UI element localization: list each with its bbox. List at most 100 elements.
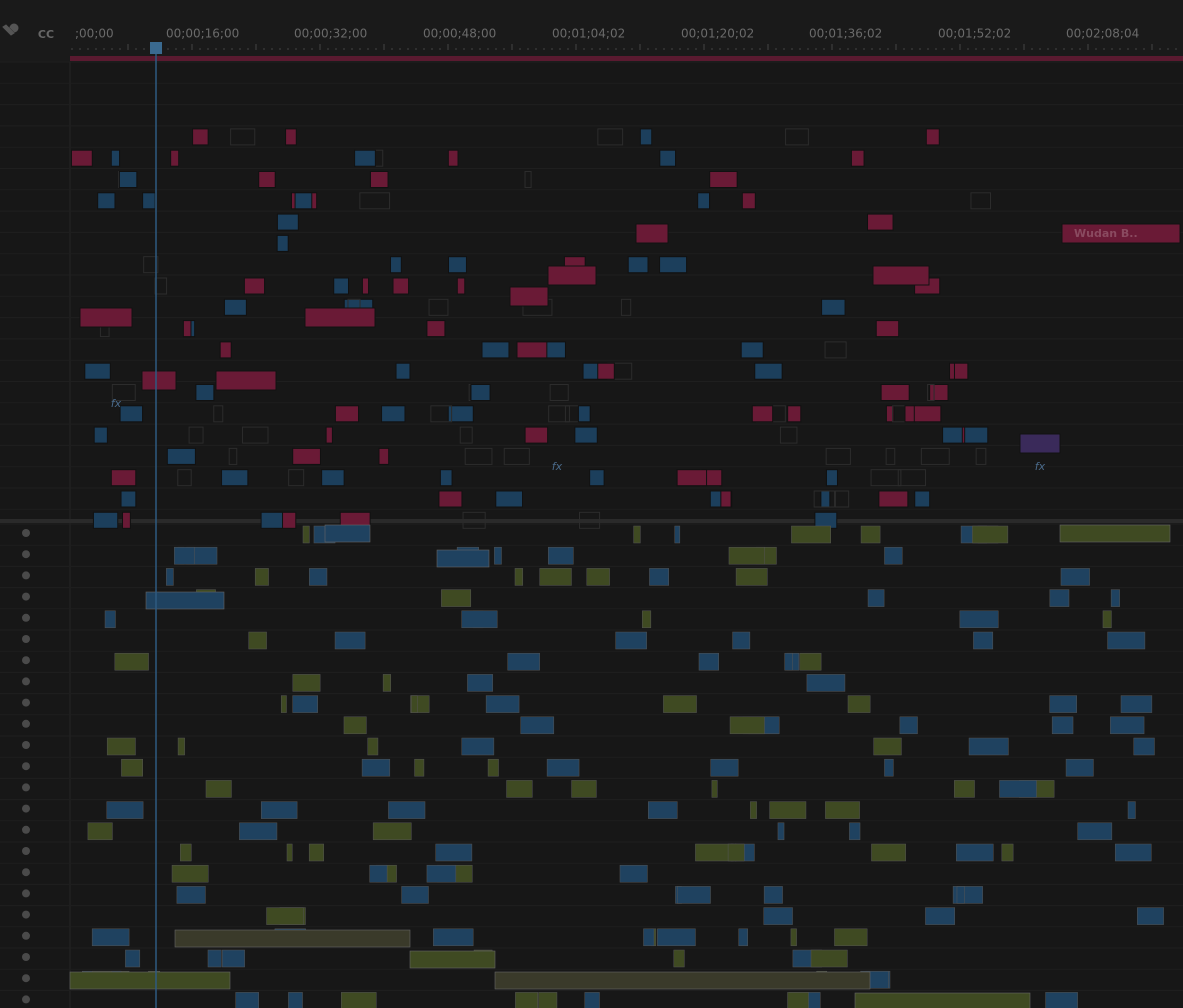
audio-clip[interactable] <box>494 971 871 990</box>
audio-clip[interactable] <box>763 886 783 904</box>
audio-clip[interactable] <box>884 758 894 777</box>
mic-icon[interactable] <box>22 656 30 665</box>
audio-clip[interactable] <box>1045 992 1078 1008</box>
video-clip[interactable] <box>885 405 895 423</box>
audio-clip[interactable] <box>145 591 225 610</box>
audio-clip[interactable] <box>174 929 411 948</box>
video-clip[interactable] <box>369 171 389 188</box>
audio-clip[interactable] <box>507 652 540 671</box>
audio-clip[interactable] <box>1107 631 1146 650</box>
audio-clip[interactable] <box>114 652 149 671</box>
audio-clip[interactable] <box>494 546 502 565</box>
video-clip[interactable] <box>143 256 159 274</box>
audio-clip[interactable] <box>548 546 574 565</box>
audio-clip[interactable] <box>1051 716 1074 735</box>
audio-clip[interactable] <box>676 886 711 904</box>
video-clip[interactable] <box>321 469 345 487</box>
video-clip[interactable] <box>93 426 108 444</box>
video-clip[interactable] <box>481 341 510 359</box>
video-clip[interactable] <box>154 277 168 295</box>
audio-clip[interactable] <box>207 949 222 968</box>
audio-clip[interactable] <box>174 546 195 565</box>
audio-clip[interactable] <box>106 737 136 756</box>
audio-clip[interactable] <box>799 652 822 671</box>
audio-clip[interactable] <box>461 737 495 756</box>
video-clip[interactable] <box>182 320 192 338</box>
video-clip[interactable] <box>676 469 708 487</box>
video-clip[interactable] <box>304 307 376 328</box>
video-clip[interactable] <box>495 490 524 508</box>
audio-clip[interactable] <box>711 780 718 798</box>
video-clip[interactable] <box>813 490 836 508</box>
mic-icon[interactable] <box>22 677 30 686</box>
video-clip[interactable] <box>333 277 349 295</box>
video-clip[interactable] <box>914 490 931 508</box>
audio-clip[interactable] <box>382 674 391 692</box>
audio-clip[interactable] <box>433 928 474 947</box>
video-clip[interactable] <box>79 307 133 328</box>
video-clip[interactable] <box>334 405 360 423</box>
audio-clip[interactable] <box>735 568 768 586</box>
video-clip[interactable] <box>970 192 991 210</box>
video-clip[interactable] <box>219 341 232 359</box>
audio-clip[interactable] <box>341 992 377 1008</box>
video-clip[interactable] <box>834 490 850 508</box>
audio-clip[interactable] <box>695 843 734 862</box>
video-clip[interactable] <box>221 469 249 487</box>
audio-clip[interactable] <box>849 822 861 841</box>
audio-clip[interactable] <box>586 568 610 586</box>
audio-clip[interactable] <box>87 822 113 841</box>
video-clip[interactable] <box>142 192 156 210</box>
video-clip[interactable] <box>381 405 406 423</box>
video-clip[interactable] <box>577 405 591 423</box>
video-clip[interactable] <box>276 213 299 231</box>
video-clip[interactable] <box>215 370 277 391</box>
video-clip[interactable] <box>122 511 131 529</box>
video-clip[interactable] <box>392 277 410 295</box>
video-clip[interactable] <box>953 362 969 380</box>
audio-clip[interactable] <box>710 758 739 777</box>
mic-icon[interactable] <box>22 550 30 559</box>
audio-clip[interactable] <box>361 758 391 777</box>
audio-clip[interactable] <box>738 928 748 947</box>
video-clip[interactable] <box>850 149 865 167</box>
audio-clip[interactable] <box>959 610 999 629</box>
video-clip[interactable] <box>820 490 831 508</box>
video-clip[interactable] <box>430 405 453 423</box>
video-clip[interactable] <box>875 320 900 338</box>
audio-clip[interactable] <box>790 928 797 947</box>
video-clip[interactable] <box>390 256 402 274</box>
audio-clip[interactable] <box>571 780 597 798</box>
audio-clip[interactable] <box>873 737 902 756</box>
audio-clip[interactable] <box>1137 907 1164 925</box>
audio-clip[interactable] <box>260 801 298 819</box>
audio-clip[interactable] <box>166 568 174 586</box>
audio-clip[interactable] <box>1120 695 1153 713</box>
video-clip[interactable] <box>741 192 756 210</box>
video-clip[interactable] <box>574 426 598 444</box>
audio-clip[interactable] <box>539 568 572 586</box>
video-clip[interactable] <box>578 511 601 529</box>
video-clip[interactable] <box>620 298 632 316</box>
video-clip[interactable] <box>597 128 624 146</box>
video-clip[interactable] <box>913 405 942 423</box>
video-clip[interactable] <box>110 149 121 167</box>
audio-clip[interactable] <box>248 631 267 650</box>
mic-icon[interactable] <box>22 825 30 834</box>
video-clip[interactable] <box>904 405 916 423</box>
video-clip[interactable] <box>242 426 269 444</box>
mic-icon[interactable] <box>22 698 30 707</box>
audio-clip[interactable] <box>266 907 304 925</box>
audio-clip[interactable] <box>367 737 379 756</box>
audio-clip[interactable] <box>288 992 303 1008</box>
video-clip[interactable] <box>627 256 649 274</box>
audio-clip[interactable] <box>649 568 669 586</box>
audio-clip[interactable] <box>205 780 232 798</box>
audio-clip[interactable] <box>106 801 144 819</box>
audio-clip[interactable] <box>810 949 848 968</box>
video-clip[interactable] <box>821 298 846 316</box>
audio-clip[interactable] <box>968 737 1009 756</box>
audio-clip[interactable] <box>426 864 457 883</box>
video-clip[interactable] <box>824 341 847 359</box>
audio-clip[interactable] <box>1060 568 1090 586</box>
